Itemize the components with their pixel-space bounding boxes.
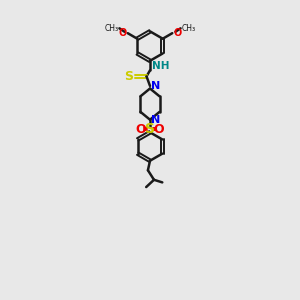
Text: S: S	[145, 122, 155, 136]
Text: NH: NH	[152, 61, 169, 71]
Text: O: O	[154, 123, 164, 136]
Text: CH₃: CH₃	[182, 24, 196, 33]
Text: N: N	[151, 81, 160, 91]
Text: O: O	[173, 28, 182, 38]
Text: O: O	[136, 123, 146, 136]
Text: O: O	[118, 28, 127, 38]
Text: N: N	[151, 115, 160, 125]
Text: CH₃: CH₃	[104, 24, 118, 33]
Text: S: S	[124, 70, 133, 83]
